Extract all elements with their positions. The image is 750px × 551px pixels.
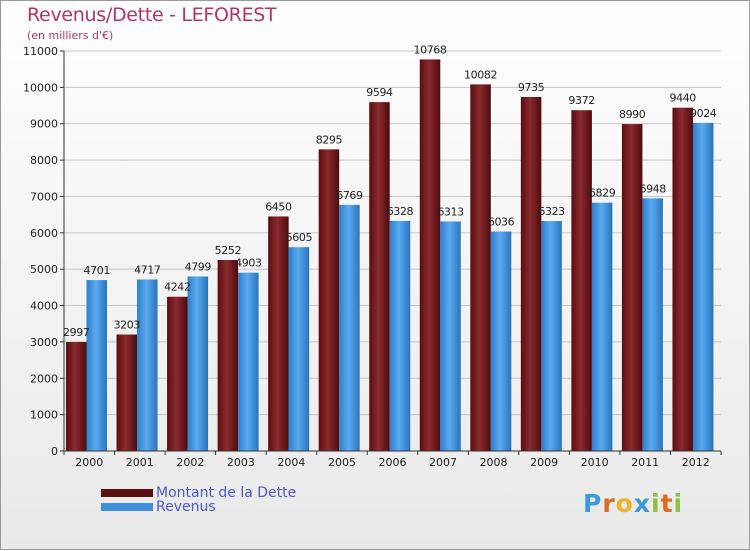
bar-revenue [137,279,158,451]
x-tick-label: 2007 [429,456,457,469]
data-label-debt: 4242 [164,281,190,294]
data-label-revenue: 6328 [387,205,414,218]
data-label-revenue: 4903 [235,257,262,270]
data-label-debt: 9440 [670,92,697,105]
data-label-revenue: 4717 [134,263,161,276]
y-tick-label: 10000 [23,81,58,94]
bar-debt [167,296,188,451]
x-tick-label: 2009 [530,456,558,469]
x-tick-label: 2011 [631,456,659,469]
y-tick-label: 4000 [30,300,58,313]
y-tick-label: 9000 [30,118,58,131]
x-tick-label: 2000 [75,456,103,469]
bar-debt [318,149,340,451]
logo-letter: i [651,489,661,518]
data-label-revenue: 4799 [185,260,212,273]
logo-letter: P [583,489,603,518]
data-label-revenue: 5605 [286,231,313,244]
data-label-debt: 5252 [215,244,241,257]
data-label-revenue: 6769 [336,189,363,202]
y-tick-label: 8000 [30,154,58,167]
bar-revenue [541,221,562,451]
x-tick-label: 2010 [581,456,609,469]
bar-revenue [339,204,360,451]
data-label-debt: 8990 [619,108,646,121]
bar-debt [571,110,592,451]
bar-debt [672,107,693,452]
data-label-revenue: 6948 [639,182,666,195]
bar-revenue [692,122,714,451]
legend-label-revenue: Revenus [156,499,216,515]
data-label-revenue: 6829 [589,187,616,200]
y-tick-label: 3000 [30,336,58,349]
bar-debt [520,97,542,451]
y-tick-label: 6000 [30,227,58,240]
data-label-debt: 10082 [464,68,497,81]
data-label-debt: 9594 [366,86,393,99]
data-label-debt: 3203 [114,319,141,332]
logo-letter: o [615,489,634,518]
logo-letter: x [633,489,651,518]
x-tick-label: 2003 [227,456,255,469]
data-label-debt: 10768 [414,43,447,56]
bar-revenue [238,272,259,451]
bar-debt [419,59,441,451]
bar-debt [369,102,390,452]
bar-debt [621,124,643,451]
bar-revenue [440,221,461,451]
bar-debt [470,84,491,451]
data-label-debt: 9372 [568,94,594,107]
y-tick-label: 0 [51,445,58,458]
bar-debt [66,342,87,451]
data-label-debt: 2997 [63,326,90,339]
legend-label-debt: Montant de la Dette [156,485,297,501]
data-label-debt: 8295 [316,133,343,146]
data-label-revenue: 9024 [690,107,717,120]
bar-debt [268,216,289,451]
y-tick-label: 1000 [30,409,58,422]
data-label-revenue: 4701 [84,264,110,277]
proxiti-logo: Proxiti [583,489,683,518]
x-tick-label: 2006 [379,456,407,469]
logo-letter: r [602,489,616,518]
data-label-revenue: 6036 [488,216,515,229]
data-label-debt: 9735 [518,81,545,94]
bar-revenue [490,231,512,451]
legend-swatch-debt [101,489,153,497]
bar-revenue [389,220,411,451]
y-tick-label: 2000 [30,372,58,385]
y-tick-label: 11000 [23,45,58,58]
x-tick-label: 2002 [176,456,204,469]
bar-revenue [86,280,107,451]
bar-revenue [288,247,310,451]
bar-revenue [642,198,663,451]
x-tick-label: 2012 [682,456,710,469]
y-tick-label: 5000 [30,263,58,276]
chart-subtitle: (en milliers d'€) [27,29,114,42]
x-tick-label: 2004 [277,456,305,469]
x-tick-label: 2005 [328,456,356,469]
logo-letter: i [673,489,684,518]
bar-revenue [591,202,613,451]
chart-title: Revenus/Dette - LEFOREST [27,4,277,26]
data-label-debt: 6450 [265,200,292,213]
x-tick-label: 2001 [126,456,154,469]
bar-debt [217,260,239,451]
data-label-revenue: 6313 [437,205,464,218]
bar-revenue [187,276,209,451]
x-tick-label: 2008 [480,456,508,469]
legend-swatch-revenue [101,503,153,511]
bar-debt [116,334,138,451]
logo-letter: t [660,489,674,518]
y-tick-label: 7000 [30,190,58,203]
data-label-revenue: 6323 [538,205,565,218]
